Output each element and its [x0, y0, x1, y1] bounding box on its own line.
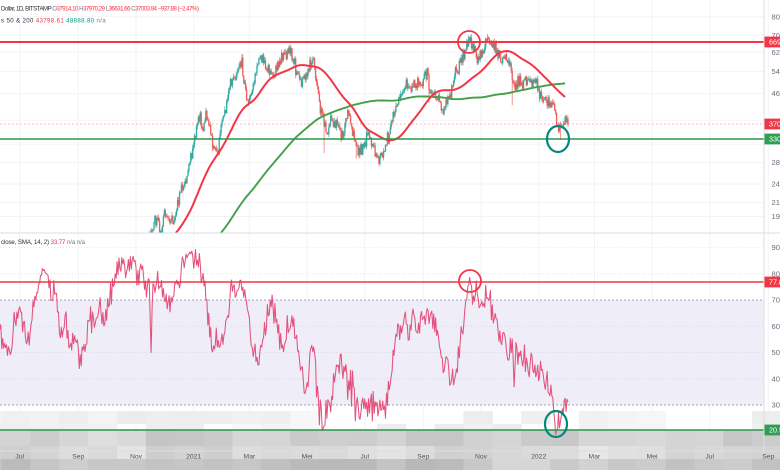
svg-text:66952: 66952: [769, 38, 780, 47]
svg-text:28000: 28000: [772, 158, 780, 167]
svg-text:Sep: Sep: [417, 454, 429, 461]
svg-text:30: 30: [772, 401, 780, 410]
svg-text:62000: 62000: [772, 48, 780, 57]
svg-text:Mei: Mei: [302, 454, 313, 461]
svg-text:Mei: Mei: [647, 454, 658, 461]
svg-text:2022: 2022: [531, 454, 546, 461]
svg-text:Jul: Jul: [705, 454, 714, 461]
svg-text:s 50 & 200 43798.61 48888.80 n: s 50 & 200 43798.61 48888.80 n/a: [1, 18, 106, 25]
svg-text:24000: 24000: [772, 180, 780, 189]
svg-text:Jul: Jul: [360, 454, 369, 461]
svg-text:40: 40: [772, 374, 780, 383]
svg-text:70: 70: [772, 296, 780, 305]
svg-text:77.85: 77.85: [769, 278, 780, 287]
svg-text:46000: 46000: [772, 89, 780, 98]
svg-text:21000: 21000: [772, 198, 780, 207]
svg-text:37003: 37003: [769, 120, 780, 129]
svg-text:Sep: Sep: [762, 454, 774, 461]
svg-text:50: 50: [772, 348, 780, 357]
svg-text:19000: 19000: [772, 212, 780, 221]
svg-text:54000: 54000: [772, 67, 780, 76]
svg-text:20.52: 20.52: [769, 426, 780, 435]
svg-text:Sep: Sep: [72, 454, 84, 461]
svg-text:90: 90: [772, 243, 780, 252]
svg-text:Mar: Mar: [244, 454, 256, 461]
svg-text:Dollar, 1D, BITSTAMP O37914.10: Dollar, 1D, BITSTAMP O37914.10 H37970.29…: [1, 6, 199, 13]
svg-text:Nov: Nov: [475, 454, 488, 461]
svg-text:33048: 33048: [769, 135, 780, 144]
svg-text:60: 60: [772, 322, 780, 331]
svg-text:Mar: Mar: [589, 454, 601, 461]
svg-text:Nov: Nov: [130, 454, 143, 461]
svg-text:close, SMA, 14, 2) 33.77 n/a n: close, SMA, 14, 2) 33.77 n/a n/a: [1, 239, 86, 246]
svg-text:80000: 80000: [772, 12, 780, 21]
svg-text:Jul: Jul: [15, 454, 24, 461]
svg-text:2021: 2021: [186, 454, 201, 461]
